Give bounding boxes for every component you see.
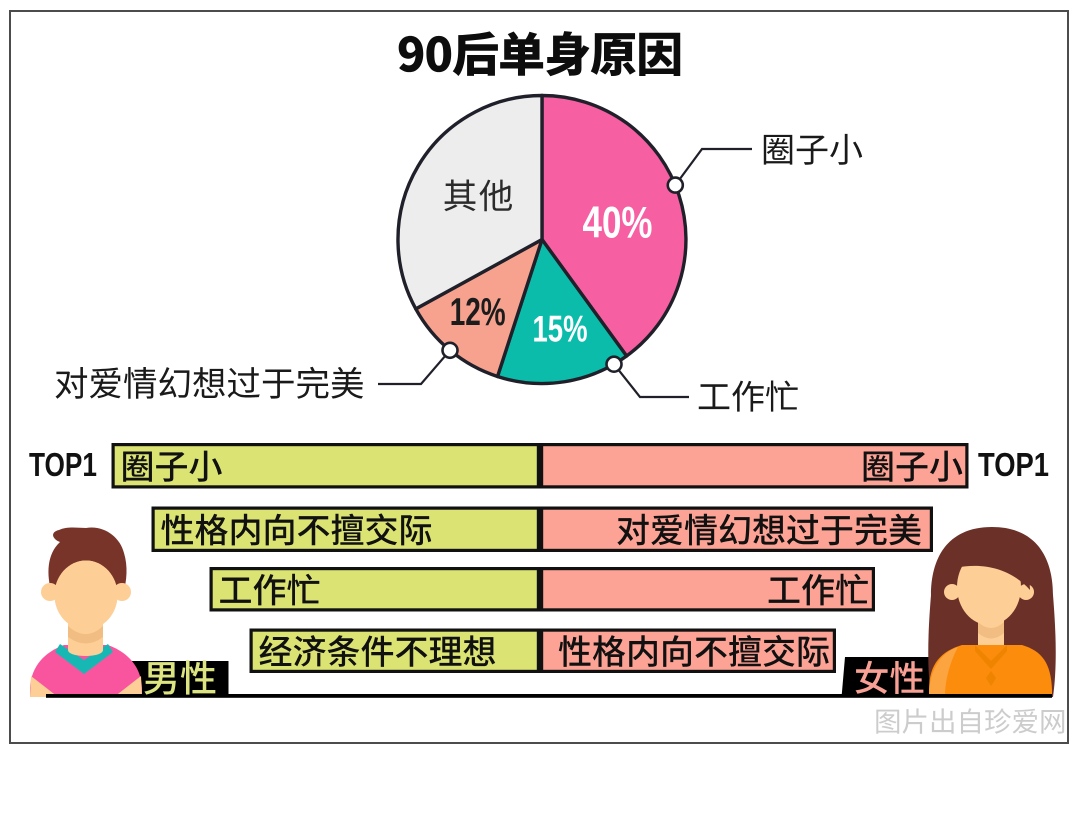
- svg-text:TOP1: TOP1: [978, 446, 1049, 483]
- svg-text:40%: 40%: [583, 199, 653, 248]
- svg-text:TOP1: TOP1: [29, 446, 97, 483]
- svg-text:12%: 12%: [450, 291, 506, 334]
- svg-text:15%: 15%: [533, 309, 588, 350]
